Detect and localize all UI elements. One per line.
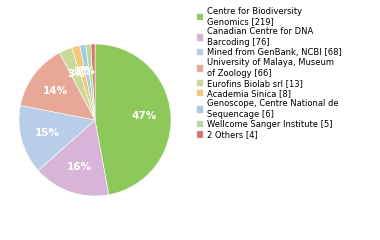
Wedge shape: [80, 45, 95, 120]
Wedge shape: [72, 46, 95, 120]
Text: 15%: 15%: [35, 128, 60, 138]
Wedge shape: [86, 44, 95, 120]
Wedge shape: [38, 120, 109, 196]
Text: 2%: 2%: [74, 67, 91, 77]
Text: 1%: 1%: [78, 66, 96, 76]
Wedge shape: [95, 44, 171, 195]
Text: 47%: 47%: [131, 110, 157, 120]
Wedge shape: [91, 44, 95, 120]
Wedge shape: [60, 48, 95, 120]
Wedge shape: [19, 105, 95, 170]
Text: 3%: 3%: [67, 69, 85, 79]
Wedge shape: [21, 53, 95, 120]
Legend: Centre for Biodiversity
Genomics [219], Canadian Centre for DNA
Barcoding [76], : Centre for Biodiversity Genomics [219], …: [194, 4, 344, 142]
Text: 16%: 16%: [66, 162, 92, 172]
Text: 14%: 14%: [43, 85, 68, 96]
